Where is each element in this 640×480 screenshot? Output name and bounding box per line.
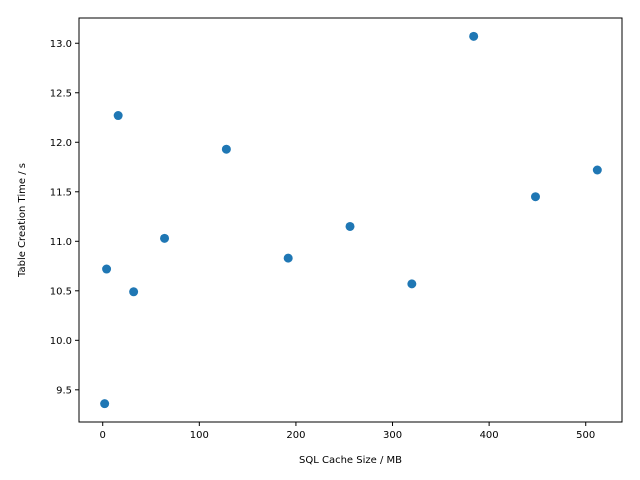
y-tick-label: 12.5 (50, 88, 72, 99)
y-tick-label: 12.0 (50, 138, 72, 149)
y-tick-label: 9.5 (56, 385, 72, 396)
x-tick-label: 0 (100, 430, 106, 441)
data-point-6 (283, 253, 293, 263)
data-point-2 (113, 111, 123, 121)
x-axis-label: SQL Cache Size / MB (299, 455, 402, 466)
x-axis-ticks: 0 100 200 300 400 500 (100, 422, 595, 441)
data-point-7 (345, 221, 355, 231)
x-tick-label: 500 (576, 430, 595, 441)
x-tick-label: 300 (383, 430, 402, 441)
data-point-11 (592, 165, 602, 175)
data-point-1 (102, 264, 112, 274)
plot-frame (78, 17, 623, 423)
data-point-4 (160, 233, 170, 243)
x-tick-label: 200 (286, 430, 305, 441)
y-tick-label: 10.5 (50, 286, 72, 297)
x-tick-label: 100 (190, 430, 209, 441)
data-point-0 (100, 399, 110, 409)
data-point-5 (221, 144, 231, 154)
y-axis-ticks: 9.5 10.0 10.5 11.0 11.5 12.0 12.5 13.0 (50, 39, 79, 396)
x-tick-label: 400 (480, 430, 499, 441)
y-tick-label: 10.0 (50, 336, 72, 347)
y-axis-label: Table Creation Time / s (17, 163, 28, 278)
data-point-3 (129, 287, 139, 297)
data-point-9 (469, 31, 479, 41)
data-point-10 (530, 192, 540, 202)
y-tick-label: 11.0 (50, 237, 72, 248)
y-tick-label: 13.0 (50, 39, 72, 50)
data-point-8 (407, 279, 417, 289)
y-tick-label: 11.5 (50, 187, 72, 198)
points-layer (100, 31, 602, 409)
